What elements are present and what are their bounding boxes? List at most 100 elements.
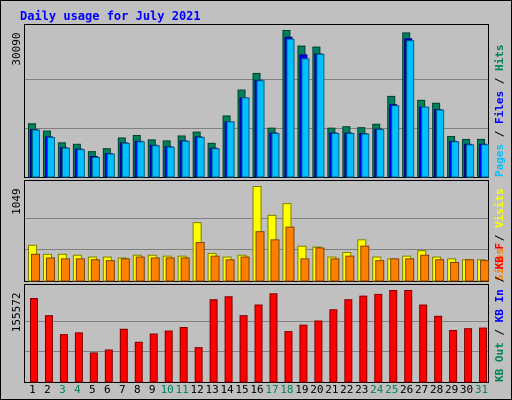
bar-kb-f-day-29 bbox=[449, 329, 458, 383]
bar-sites-day-29 bbox=[450, 261, 460, 282]
bar-sites-day-11 bbox=[180, 257, 190, 282]
x-tick-label: 21 bbox=[325, 383, 338, 396]
bar-pages-day-5 bbox=[91, 156, 100, 178]
bar-sites-day-6 bbox=[105, 260, 115, 282]
bar-sites-day-12 bbox=[195, 242, 205, 282]
x-tick-label: 29 bbox=[445, 383, 458, 396]
bar-pages-day-7 bbox=[121, 142, 130, 178]
legend-item: Visits bbox=[493, 188, 506, 228]
bar-sites-day-25 bbox=[390, 258, 400, 282]
bar-pages-day-24 bbox=[376, 129, 385, 178]
bar-kb-f-day-11 bbox=[179, 327, 188, 383]
bar-pages-day-8 bbox=[136, 141, 145, 178]
bar-pages-day-29 bbox=[451, 141, 460, 178]
bar-sites-day-30 bbox=[465, 259, 475, 282]
panel-top-max-label: 30090 bbox=[10, 32, 23, 65]
bar-sites-day-9 bbox=[150, 257, 160, 282]
bar-kb-f-day-17 bbox=[269, 293, 278, 383]
x-tick-label: 16 bbox=[250, 383, 263, 396]
legend-item: KB Out bbox=[493, 342, 506, 382]
x-tick-label: 9 bbox=[149, 383, 156, 396]
bar-sites-day-23 bbox=[360, 245, 370, 282]
bar-sites-day-8 bbox=[135, 256, 145, 282]
bar-sites-day-7 bbox=[120, 258, 130, 282]
bar-pages-day-12 bbox=[196, 136, 205, 178]
legend-item: KB In bbox=[493, 289, 506, 322]
bar-pages-day-14 bbox=[226, 121, 235, 178]
bar-kb-f-day-26 bbox=[404, 290, 413, 383]
bar-pages-day-11 bbox=[181, 140, 190, 178]
bar-kb-f-day-10 bbox=[164, 330, 173, 383]
bar-pages-day-3 bbox=[61, 147, 70, 178]
bar-sites-day-13 bbox=[210, 255, 220, 282]
legend-item: / bbox=[493, 269, 506, 289]
bar-kb-f-day-15 bbox=[239, 315, 248, 383]
bar-sites-day-20 bbox=[315, 247, 325, 282]
bar-pages-day-10 bbox=[166, 146, 175, 178]
legend-item: Pages bbox=[493, 144, 506, 177]
x-tick-label: 27 bbox=[415, 383, 428, 396]
x-tick-label: 17 bbox=[265, 383, 278, 396]
bar-sites-day-24 bbox=[375, 260, 385, 282]
bar-sites-day-19 bbox=[300, 258, 310, 282]
x-tick-label: 13 bbox=[205, 383, 218, 396]
panel-top-legend: Pages / Files / Hits bbox=[493, 45, 506, 178]
bar-kb-f-day-31 bbox=[479, 327, 488, 383]
x-tick-label: 10 bbox=[161, 383, 174, 396]
bar-kb-f-day-3 bbox=[59, 334, 68, 383]
chart-title: Daily usage for July 2021 bbox=[20, 9, 201, 23]
bar-pages-day-20 bbox=[316, 53, 325, 178]
bar-kb-f-day-25 bbox=[389, 290, 398, 383]
bar-sites-day-5 bbox=[90, 259, 100, 282]
x-tick-label: 2 bbox=[44, 383, 51, 396]
bar-pages-day-18 bbox=[286, 38, 295, 178]
x-tick-label: 1 bbox=[29, 383, 36, 396]
bar-sites-day-10 bbox=[165, 257, 175, 282]
bar-pages-day-6 bbox=[106, 153, 115, 178]
bar-kb-f-day-24 bbox=[374, 293, 383, 383]
legend-item: Files bbox=[493, 91, 506, 124]
x-tick-label: 22 bbox=[340, 383, 353, 396]
bar-sites-day-31 bbox=[480, 260, 490, 282]
x-tick-label: 3 bbox=[59, 383, 66, 396]
bar-pages-day-31 bbox=[481, 144, 490, 178]
bar-pages-day-17 bbox=[271, 133, 280, 178]
bar-kb-f-day-13 bbox=[209, 299, 218, 383]
legend-item: / bbox=[493, 124, 506, 144]
legend-item: / bbox=[493, 322, 506, 342]
x-tick-label: 8 bbox=[134, 383, 141, 396]
x-tick-label: 23 bbox=[355, 383, 368, 396]
bar-kb-f-day-4 bbox=[74, 332, 83, 383]
bar-pages-day-2 bbox=[46, 136, 55, 178]
x-tick-label: 28 bbox=[430, 383, 443, 396]
bar-pages-day-23 bbox=[361, 133, 370, 178]
x-tick-label: 25 bbox=[385, 383, 398, 396]
bar-kb-f-day-12 bbox=[194, 347, 203, 383]
bar-kb-f-day-8 bbox=[134, 341, 143, 383]
x-tick-label: 7 bbox=[119, 383, 126, 396]
legend-item: / bbox=[493, 71, 506, 91]
x-tick-label: 24 bbox=[370, 383, 384, 396]
x-tick-label: 11 bbox=[176, 383, 189, 396]
legend-item: Sites bbox=[493, 248, 506, 281]
x-tick-label: 12 bbox=[191, 383, 204, 396]
bar-kb-f-day-28 bbox=[434, 315, 443, 383]
bar-kb-f-day-16 bbox=[254, 304, 263, 383]
x-tick-label: 19 bbox=[295, 383, 308, 396]
bar-pages-day-30 bbox=[466, 144, 475, 178]
bar-sites-day-3 bbox=[60, 258, 70, 282]
bar-sites-day-4 bbox=[75, 258, 85, 282]
bar-sites-day-15 bbox=[240, 256, 250, 282]
bar-kb-f-day-18 bbox=[284, 331, 293, 383]
bar-pages-day-26 bbox=[406, 40, 415, 178]
bar-sites-day-2 bbox=[45, 257, 55, 282]
panel-bottom-max-label: 155572 bbox=[10, 293, 23, 333]
bar-kb-f-day-30 bbox=[464, 328, 473, 383]
bar-pages-day-16 bbox=[256, 80, 265, 178]
legend-item: / bbox=[493, 228, 506, 248]
bar-sites-day-16 bbox=[255, 231, 265, 282]
bar-sites-day-21 bbox=[330, 258, 340, 282]
bar-sites-day-28 bbox=[435, 259, 445, 282]
x-tick-label: 31 bbox=[475, 383, 488, 396]
